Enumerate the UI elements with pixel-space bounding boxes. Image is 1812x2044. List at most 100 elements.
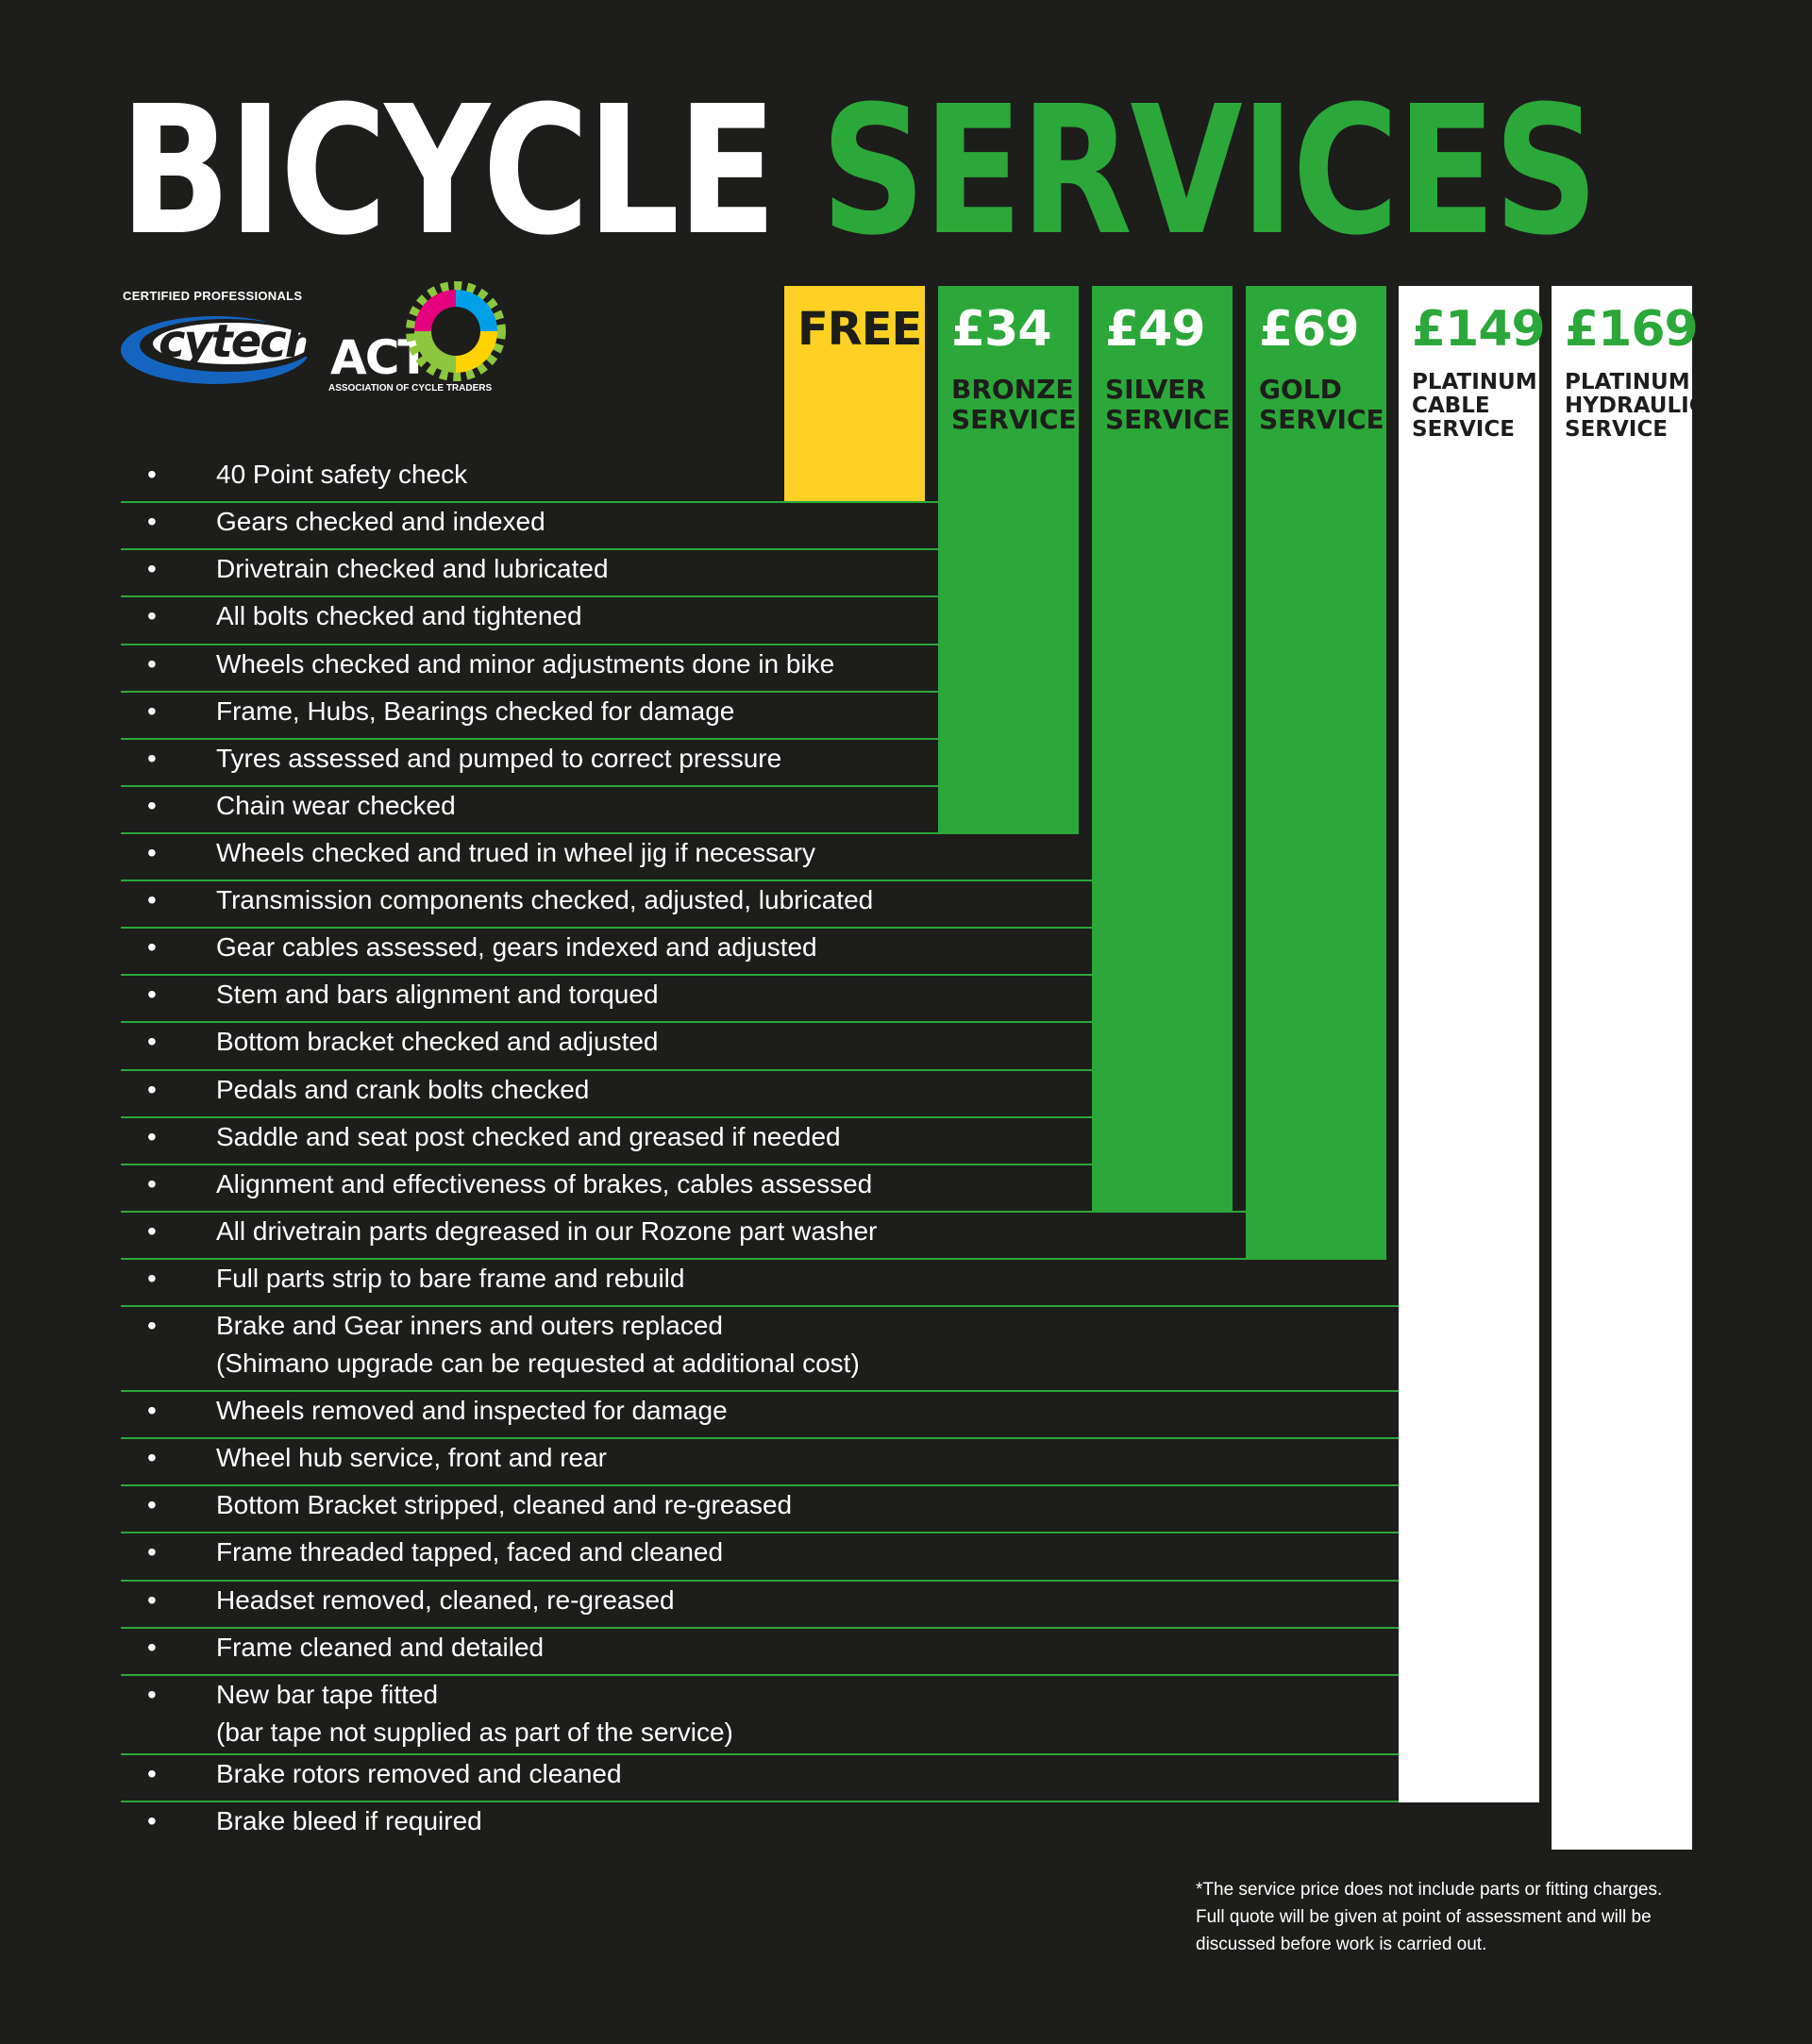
service-item-row: • Wheel hub service, front and rear <box>121 1439 1399 1486</box>
service-item-label: Chain wear checked <box>216 791 456 820</box>
tier-name: SILVER SERVICE <box>1105 374 1231 435</box>
bullet-icon: • <box>147 885 157 914</box>
act-subtitle: ASSOCIATION OF CYCLE TRADERS <box>328 383 492 394</box>
service-item-text: Wheels checked and trued in wheel jig if… <box>216 834 815 872</box>
bullet-icon: • <box>147 1169 157 1198</box>
service-item-text: Alignment and effectiveness of brakes, c… <box>216 1165 872 1203</box>
service-item-label: Brake rotors removed and cleaned <box>216 1759 622 1788</box>
bullet-icon: • <box>147 1680 157 1709</box>
service-item-text: Drivetrain checked and lubricated <box>216 550 609 588</box>
bullet-icon: • <box>147 1759 157 1788</box>
service-item-text: Transmission components checked, adjuste… <box>216 881 873 919</box>
tier-name: PLATINUM HYDRAULIC SERVICE <box>1565 370 1705 442</box>
service-item-label: Bottom bracket checked and adjusted <box>216 1027 659 1056</box>
service-item-label: Brake and Gear inners and outers replace… <box>216 1311 723 1340</box>
tier-column-49: £49 SILVER SERVICE <box>1092 286 1233 1213</box>
service-item-label: Alignment and effectiveness of brakes, c… <box>216 1169 873 1198</box>
service-item-row: • Drivetrain checked and lubricated <box>121 550 940 597</box>
service-item-label: Frame, Hubs, Bearings checked for damage <box>216 696 735 726</box>
service-item-text: Stem and bars alignment and torqued <box>216 976 659 1014</box>
service-item-label: Gear cables assessed, gears indexed and … <box>216 932 817 962</box>
service-item-text: Bottom Bracket stripped, cleaned and re-… <box>216 1486 792 1524</box>
bullet-icon: • <box>147 932 157 962</box>
service-item-row: • Stem and bars alignment and torqued <box>121 976 1093 1023</box>
service-item-label: Wheels checked and minor adjustments don… <box>216 649 835 679</box>
service-item-label: Wheels removed and inspected for damage <box>216 1396 728 1425</box>
page-title: BICYCLE SERVICES <box>120 83 1599 260</box>
tier-price: £169 <box>1565 301 1699 358</box>
footnote: *The service price does not include part… <box>1196 1876 1724 1958</box>
service-item-label: Stem and bars alignment and torqued <box>216 980 659 1009</box>
service-item-text: Frame threaded tapped, faced and cleaned <box>216 1533 723 1571</box>
service-item-text: Headset removed, cleaned, re-greased <box>216 1582 675 1619</box>
cytech-act-logo: cytech ACT ASSOCIATION OF CYCLE TRADERS <box>121 281 506 394</box>
service-item-text: All bolts checked and tightened <box>216 597 582 635</box>
service-item-label: Drivetrain checked and lubricated <box>216 554 609 583</box>
service-item-text: Tyres assessed and pumped to correct pre… <box>216 740 781 778</box>
service-item-text: Bottom bracket checked and adjusted <box>216 1023 659 1061</box>
service-item-label: Gears checked and indexed <box>216 507 545 536</box>
service-item-label: Wheel hub service, front and rear <box>216 1443 607 1472</box>
service-item-label: Bottom Bracket stripped, cleaned and re-… <box>216 1490 793 1519</box>
service-item-label: Brake bleed if required <box>216 1806 482 1835</box>
bullet-icon: • <box>147 1396 157 1425</box>
service-item-label: Wheels checked and trued in wheel jig if… <box>216 838 816 867</box>
bullet-icon: • <box>147 1027 157 1056</box>
bullet-icon: • <box>147 791 157 820</box>
tier-price: FREE <box>797 303 922 356</box>
service-item-row: • Wheels checked and trued in wheel jig i… <box>121 834 1093 881</box>
bullet-icon: • <box>147 1806 157 1835</box>
bullet-icon: • <box>147 696 157 726</box>
bullet-icon: • <box>147 1633 157 1662</box>
service-item-row: • Transmission components checked, adjust… <box>121 881 1093 929</box>
bullet-icon: • <box>147 601 157 630</box>
service-item-label: All bolts checked and tightened <box>216 601 582 630</box>
bullet-icon: • <box>147 1216 157 1246</box>
service-item-label: Full parts strip to bare frame and rebui… <box>216 1264 685 1293</box>
service-item-label: Transmission components checked, adjuste… <box>216 885 874 914</box>
service-item-row: • Bottom Bracket stripped, cleaned and re… <box>121 1486 1399 1533</box>
service-item-label: Pedals and crank bolts checked <box>216 1075 590 1104</box>
service-item-text: Wheels checked and minor adjustments don… <box>216 645 834 683</box>
title-word-bicycle: BICYCLE <box>120 68 777 275</box>
service-item-text: Full parts strip to bare frame and rebui… <box>216 1260 684 1298</box>
tier-price: £149 <box>1412 301 1546 358</box>
service-item-text: New bar tape fitted (bar tape not supplie… <box>216 1676 733 1751</box>
service-item-row: • Frame cleaned and detailed <box>121 1629 1399 1676</box>
service-item-row: • Headset removed, cleaned, re-greased <box>121 1582 1399 1629</box>
service-item-row: • Tyres assessed and pumped to correct pr… <box>121 740 940 787</box>
service-item-text: Gear cables assessed, gears indexed and … <box>216 929 817 966</box>
tier-price: £69 <box>1259 301 1360 358</box>
bullet-icon: • <box>147 1537 157 1567</box>
service-item-text: Wheel hub service, front and rear <box>216 1439 607 1477</box>
service-item-row: • New bar tape fitted (bar tape not suppli… <box>121 1676 1399 1755</box>
bullet-icon: • <box>147 1311 157 1340</box>
bullet-icon: • <box>147 980 157 1009</box>
bullet-icon: • <box>147 1122 157 1151</box>
bullet-icon: • <box>147 460 157 489</box>
footnote-line: discussed before work is carried out. <box>1196 1935 1487 1954</box>
service-item-row: • Alignment and effectiveness of brakes, … <box>121 1165 1246 1213</box>
service-item-row: • Gear cables assessed, gears indexed and… <box>121 929 1093 976</box>
service-item-row: • Gears checked and indexed <box>121 503 940 550</box>
bullet-icon: • <box>147 1585 157 1615</box>
bullet-icon: • <box>147 1264 157 1293</box>
bullet-icon: • <box>147 744 157 773</box>
service-item-text: Wheels removed and inspected for damage <box>216 1392 728 1430</box>
service-item-row: • Pedals and crank bolts checked <box>121 1071 1093 1118</box>
tier-price: £34 <box>951 301 1052 358</box>
service-item-label: 40 Point safety check <box>216 460 468 489</box>
bullet-icon: • <box>147 1075 157 1104</box>
footnote-line: Full quote will be given at point of ass… <box>1196 1907 1652 1927</box>
tier-name: PLATINUM CABLE SERVICE <box>1412 370 1537 442</box>
service-item-label: Frame threaded tapped, faced and cleaned <box>216 1537 724 1567</box>
service-item-text: Brake bleed if required <box>216 1802 482 1840</box>
service-item-row: • Wheels removed and inspected for damage <box>121 1392 1399 1439</box>
service-item-row: • 40 Point safety check <box>121 456 940 503</box>
tier-column-169: £169 PLATINUM HYDRAULIC SERVICE <box>1552 286 1705 1850</box>
bullet-icon: • <box>147 554 157 583</box>
service-item-label: Tyres assessed and pumped to correct pre… <box>216 744 782 773</box>
tier-name: BRONZE SERVICE <box>951 374 1077 435</box>
tier-column-69: £69 GOLD SERVICE <box>1246 286 1386 1260</box>
bullet-icon: • <box>147 649 157 679</box>
